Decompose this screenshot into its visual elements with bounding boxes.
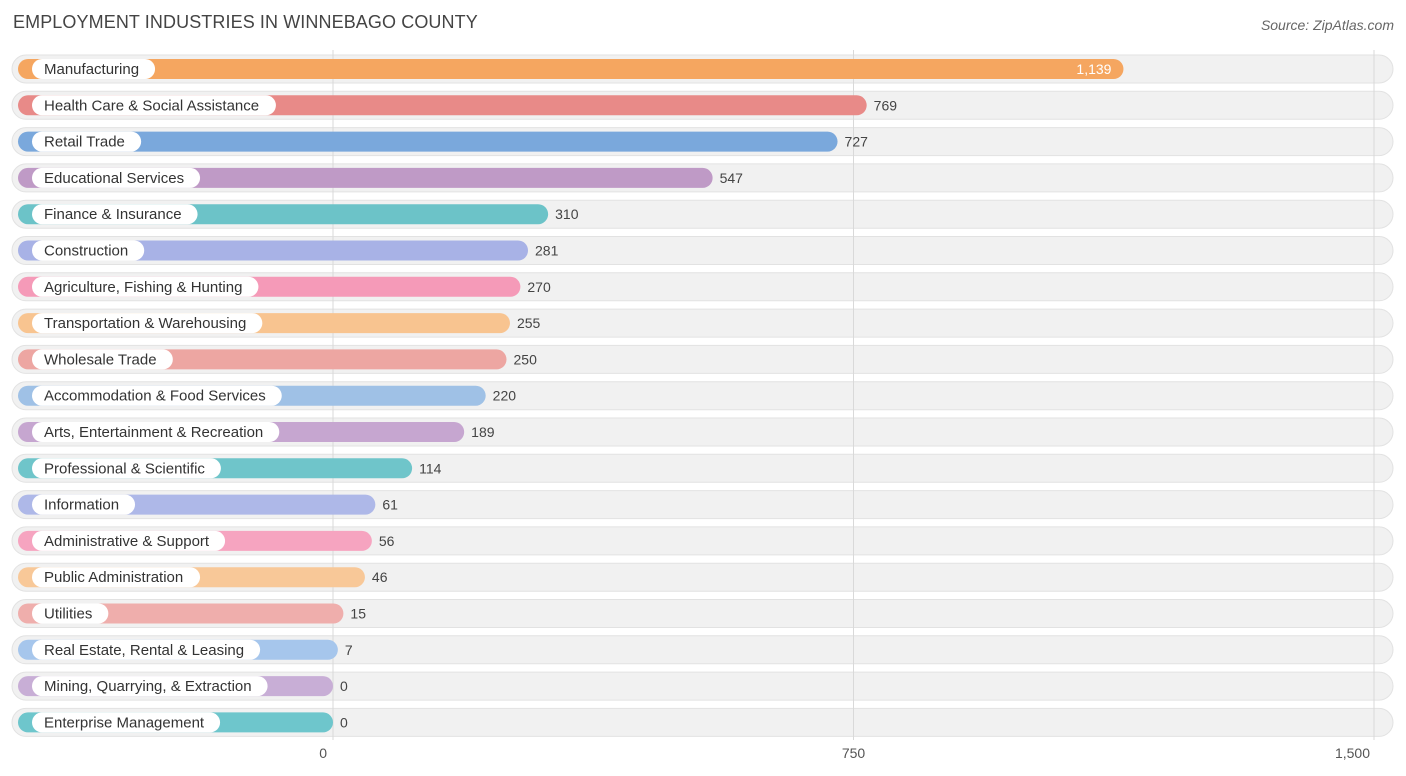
bar-row: Mining, Quarrying, & Extraction 0 [18, 676, 348, 697]
bar-row: Transportation & Warehousing 255 [18, 313, 541, 334]
value-label: 56 [379, 533, 395, 549]
bar-row: Real Estate, Rental & Leasing 7 [18, 639, 353, 660]
category-label-pill [32, 422, 280, 442]
row-track [11, 635, 1394, 665]
value-label: 1,139 [1076, 61, 1111, 77]
category-label-pill [32, 276, 259, 297]
bar-row: Health Care & Social Assistance 769 [18, 95, 898, 116]
bar [18, 59, 1124, 79]
bar-row: Arts, Entertainment & Recreation 189 [18, 422, 495, 442]
bar-row: Administrative & Support 56 [18, 530, 395, 551]
value-label: 0 [340, 678, 348, 694]
category-label-pill [32, 639, 261, 660]
bar-row: Information 61 [18, 494, 398, 515]
category-label: Finance & Insurance [44, 206, 182, 223]
category-label-pill [32, 204, 198, 225]
value-label: 270 [527, 279, 551, 295]
category-label-pill [32, 385, 282, 406]
category-label: Enterprise Management [44, 714, 205, 731]
row-track [11, 671, 1394, 701]
bar-row: Manufacturing 1,139 [18, 59, 1124, 79]
bar-row: Construction 281 [18, 240, 559, 261]
chart-title: EMPLOYMENT INDUSTRIES IN WINNEBAGO COUNT… [13, 12, 478, 32]
bar-row: Agriculture, Fishing & Hunting 270 [18, 276, 551, 297]
value-label: 255 [517, 315, 541, 331]
category-label-pill [32, 712, 221, 733]
value-label: 61 [382, 497, 398, 513]
category-label: Administrative & Support [44, 533, 210, 550]
category-label: Public Administration [44, 569, 183, 586]
value-label: 189 [471, 424, 495, 440]
category-label-pill [32, 240, 145, 261]
bar-row: Finance & Insurance 310 [18, 204, 579, 225]
value-label: 0 [340, 714, 348, 730]
category-label: Educational Services [44, 170, 184, 187]
category-label-pill [32, 95, 276, 116]
category-label: Agriculture, Fishing & Hunting [44, 279, 242, 296]
category-label: Professional & Scientific [44, 460, 205, 477]
category-label-pill [32, 313, 263, 334]
value-label: 114 [419, 460, 442, 476]
x-tick-label: 750 [842, 745, 866, 761]
value-label: 15 [350, 606, 366, 622]
value-label: 310 [555, 206, 579, 222]
category-label-pill [32, 567, 201, 588]
bar-row: Retail Trade 727 [18, 131, 869, 152]
bar-row: Enterprise Management 0 [18, 712, 348, 733]
category-label: Wholesale Trade [44, 351, 157, 368]
value-label: 769 [874, 97, 898, 113]
row-track [11, 599, 1394, 628]
category-label-pill [32, 676, 268, 697]
category-label-pill [32, 349, 173, 370]
value-label: 727 [845, 134, 869, 150]
row-track [11, 707, 1394, 737]
category-label: Information [44, 497, 119, 514]
category-label: Real Estate, Rental & Leasing [44, 642, 244, 659]
category-label: Arts, Entertainment & Recreation [44, 424, 263, 441]
category-label: Retail Trade [44, 134, 125, 151]
category-label-pill [32, 458, 221, 479]
category-label-pill [32, 530, 226, 551]
category-label: Transportation & Warehousing [44, 315, 246, 332]
category-label: Mining, Quarrying, & Extraction [44, 678, 252, 695]
category-label: Manufacturing [44, 61, 139, 78]
category-label-pill [32, 59, 156, 79]
x-tick-label: 0 [319, 745, 327, 761]
category-label-pill [32, 167, 201, 188]
bar-row: Wholesale Trade 250 [18, 349, 538, 370]
category-label: Construction [44, 243, 128, 260]
category-label: Health Care & Social Assistance [44, 97, 259, 114]
bar-row: Utilities 15 [18, 603, 366, 624]
value-label: 220 [493, 388, 517, 404]
value-label: 46 [372, 569, 388, 585]
value-label: 250 [514, 351, 538, 367]
category-label-pill [32, 494, 136, 515]
value-label: 7 [345, 642, 353, 658]
bar-row: Accommodation & Food Services 220 [18, 385, 517, 406]
bar [18, 240, 529, 261]
chart-source: Source: ZipAtlas.com [1260, 17, 1394, 33]
x-tick-label: 1,500 [1335, 745, 1370, 761]
bar-row: Public Administration 46 [18, 567, 388, 588]
bar-row: Professional & Scientific 114 [18, 458, 442, 479]
category-label: Accommodation & Food Services [44, 388, 266, 405]
value-label: 281 [535, 243, 559, 259]
category-label-pill [32, 603, 109, 624]
bar-row: Educational Services 547 [18, 167, 744, 188]
value-label: 547 [720, 170, 744, 186]
category-label-pill [32, 131, 142, 152]
category-label: Utilities [44, 606, 92, 623]
bar [18, 131, 838, 152]
